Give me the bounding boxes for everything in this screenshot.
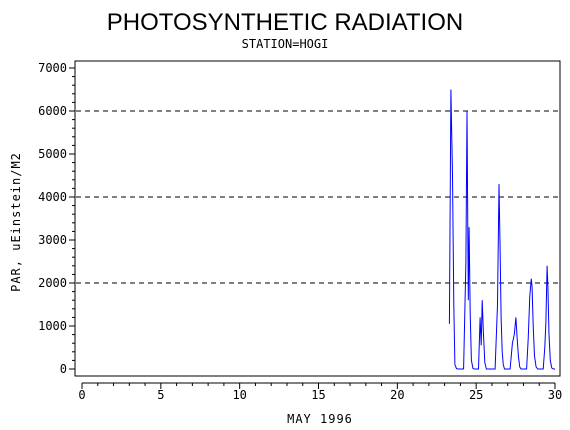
y-axis: 0 1000 2000 3000 4000 5000 6000 7000 (38, 61, 75, 376)
gridlines (76, 110, 559, 284)
x-tick-label: 30 (548, 388, 562, 402)
y-tick-label: 6000 (38, 104, 67, 118)
chart-title: PHOTOSYNTHETIC RADIATION (107, 9, 463, 36)
y-tick-label: 3000 (38, 233, 67, 247)
x-axis: 0 5 10 15 20 25 30 (78, 382, 562, 402)
y-tick-label: 4000 (38, 190, 67, 204)
y-tick-label: 0 (60, 362, 67, 376)
y-axis-label: PAR, uEinstein/M2 (9, 152, 23, 292)
x-tick-label: 0 (78, 388, 85, 402)
y-tick-label: 5000 (38, 147, 67, 161)
y-tick-label: 2000 (38, 276, 67, 290)
y-tick-label: 7000 (38, 61, 67, 75)
plot-frame (74, 60, 561, 377)
chart-subtitle: STATION=HOGI (242, 37, 329, 51)
x-axis-label: MAY 1996 (287, 412, 353, 426)
x-tick-label: 15 (311, 388, 325, 402)
x-tick-label: 20 (390, 388, 404, 402)
x-tick-label: 10 (232, 388, 246, 402)
x-tick-label: 25 (469, 388, 483, 402)
series-line (448, 89, 555, 370)
y-tick-label: 1000 (38, 319, 67, 333)
x-tick-label: 5 (157, 388, 164, 402)
